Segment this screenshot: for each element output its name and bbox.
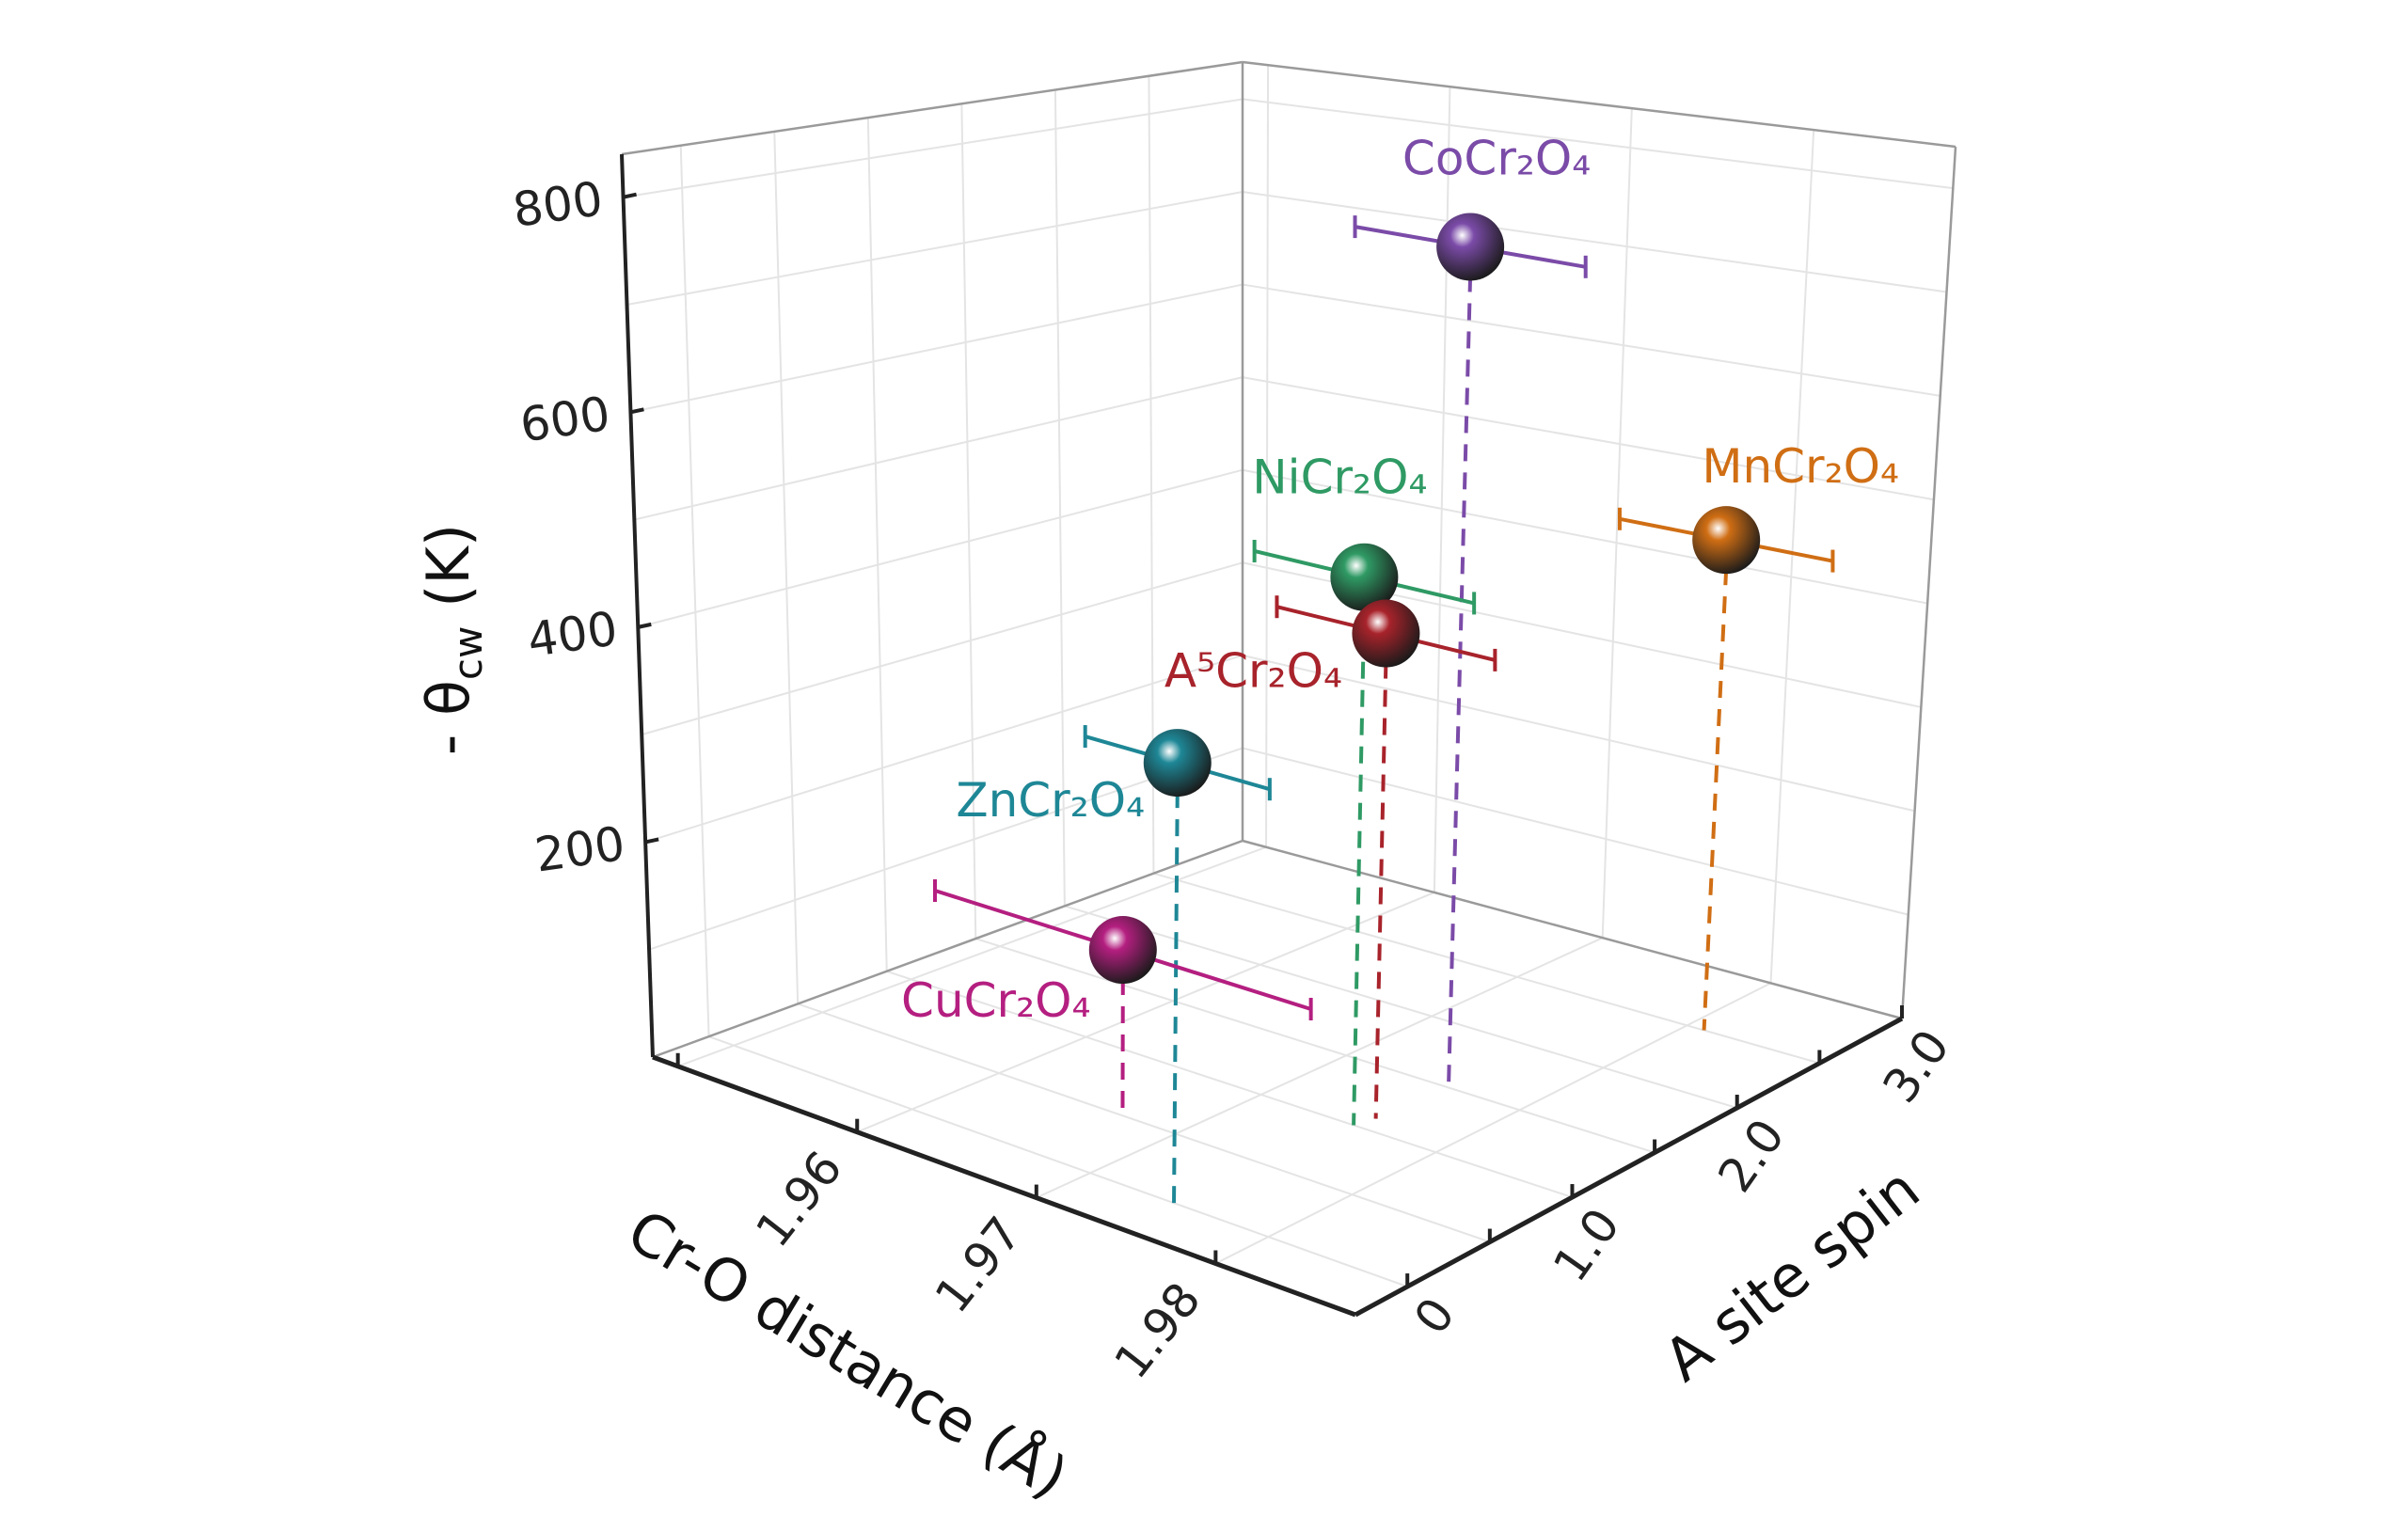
y-axis-line [1354, 1016, 1904, 1318]
right-wall-grid-line [1433, 87, 1451, 892]
data-point-label: MnCr₂O₄ [1702, 439, 1899, 494]
right-wall-grid-line [1242, 654, 1915, 813]
drop-line [1446, 275, 1473, 1088]
x-tick-label: 1.98 [1104, 1272, 1212, 1388]
floor-grid-line [1064, 905, 1738, 1109]
floor-grid-line [974, 938, 1656, 1154]
x-tick-label: 1.96 [745, 1141, 852, 1256]
top-edge [621, 60, 1244, 156]
z-tick [637, 622, 652, 629]
data-point-group: CoCr₂O₄ [1353, 131, 1591, 1088]
data-point-sphere [1088, 916, 1157, 985]
drop-line [1702, 568, 1729, 1031]
left-wall-grid-line [626, 191, 1244, 306]
floor-back-edge [652, 839, 1244, 1059]
z-axis-line [620, 153, 655, 1058]
data-point-label: A⁵Cr₂O₄ [1164, 644, 1342, 699]
grid-lines [623, 62, 1954, 1288]
left-wall-grid-line [679, 145, 710, 1037]
top-edge [1242, 60, 1956, 149]
right-wall-grid-line [1242, 376, 1935, 501]
right-wall-grid-line [1242, 98, 1954, 190]
floor-grid-line [886, 970, 1573, 1198]
data-point-label: NiCr₂O₄ [1252, 450, 1427, 505]
left-wall-grid-line [641, 561, 1244, 736]
floor-grid-line [677, 845, 1267, 1067]
z-axis-label-sub: cw [445, 626, 491, 680]
data-point-sphere [1352, 599, 1420, 668]
data-point-group: CuCr₂O₄ [901, 879, 1313, 1116]
right-wall-grid-line [1242, 468, 1928, 605]
left-wall-grid-line [773, 131, 800, 1004]
y-axis-label: A site spin [1651, 1154, 1932, 1395]
left-wall-grid-line [638, 468, 1244, 628]
left-wall-grid-line [644, 654, 1244, 844]
data-point-label: ZnCr₂O₄ [956, 773, 1145, 828]
right-wall-grid-line [1242, 283, 1941, 397]
left-wall-grid-line [623, 98, 1244, 198]
floor-back-edge [1242, 839, 1903, 1020]
floor-grid-line [856, 892, 1435, 1133]
left-wall-grid-line [634, 376, 1244, 521]
z-axis-label-unit: (K) [414, 524, 483, 626]
data-point-sphere [1330, 543, 1399, 611]
data-point-label: CoCr₂O₄ [1402, 131, 1591, 185]
y-tick-label: 1.0 [1543, 1199, 1630, 1291]
right-wall-grid-line [1601, 108, 1633, 939]
z-tick-label: 400 [524, 601, 621, 668]
z-tick-label: 200 [531, 816, 628, 883]
left-wall-grid-line [866, 118, 888, 971]
x-axis-line [652, 1054, 1356, 1318]
floor-grid-line [1214, 982, 1771, 1265]
floor-grid-line [708, 1035, 1408, 1288]
data-point-group: NiCr₂O₄ [1252, 450, 1477, 1126]
data-point-sphere [1143, 729, 1212, 798]
drop-line [1352, 605, 1367, 1126]
floor-grid-line [797, 1003, 1491, 1243]
y-tick-label: 2.0 [1707, 1110, 1795, 1202]
axis-box [620, 60, 1957, 1318]
data-point-sphere [1692, 506, 1761, 575]
y-tick-label: 0 [1403, 1288, 1465, 1344]
data-point-group: MnCr₂O₄ [1617, 439, 1899, 1031]
z-tick-label: 800 [510, 171, 607, 238]
z-tick [644, 837, 659, 845]
z-tick [630, 407, 644, 415]
left-wall-grid-line [630, 283, 1244, 414]
floor-grid-line [1153, 872, 1820, 1065]
z-tick-label: 600 [517, 387, 614, 453]
data-points: CoCr₂O₄ NiCr₂O₄ MnCr₂O₄ A⁵Cr₂O₄ ZnCr₂O₄ CuCr₂… [901, 131, 1899, 1204]
drop-line [1172, 791, 1180, 1204]
right-wall-grid-line [1242, 747, 1909, 916]
floor-grid-line [1036, 937, 1604, 1199]
left-wall-grid-line [648, 747, 1244, 951]
x-tick-label: 1.97 [925, 1207, 1032, 1322]
drop-line [1373, 661, 1388, 1119]
data-point-sphere [1436, 213, 1505, 281]
y-tick-label: 3.0 [1873, 1020, 1960, 1113]
z-tick [623, 192, 637, 199]
z-axis-label-main: - θ [414, 680, 483, 755]
z-axis-label: - θcw (K) [414, 524, 491, 755]
right-vertical-edge [1900, 146, 1957, 1019]
right-wall-grid-line [1242, 191, 1947, 293]
data-point-group: A⁵Cr₂O₄ [1164, 595, 1497, 1119]
data-point-group: ZnCr₂O₄ [956, 725, 1272, 1204]
data-point-label: CuCr₂O₄ [901, 973, 1091, 1028]
